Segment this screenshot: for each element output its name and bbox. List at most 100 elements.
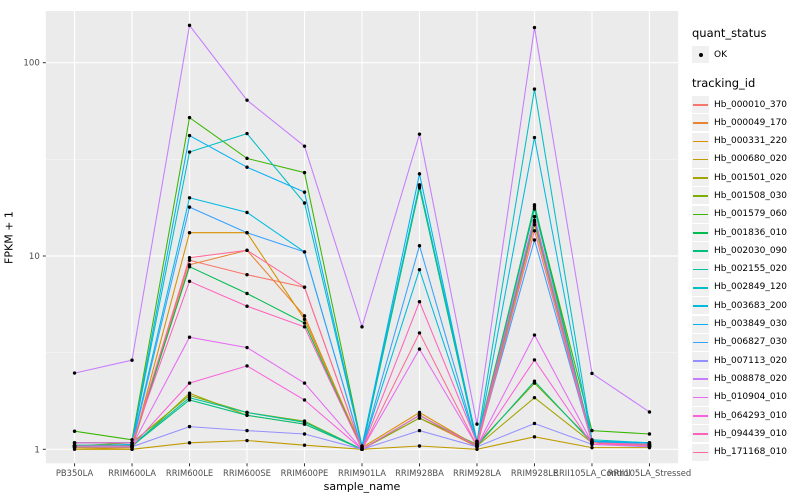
data-point [532,207,537,211]
data-point [532,395,537,400]
series-color-line [693,378,708,381]
data-point [417,416,422,420]
line-swatch-icon [692,260,709,278]
data-point [302,420,307,424]
legend-item-label: Hb_094439_010 [714,428,788,439]
data-point [72,441,77,445]
data-point [417,132,422,136]
x-tick-label: RRII105LA_Control [553,468,631,478]
quant-status-legend-title: quant_status [692,26,767,40]
data-point [187,441,192,445]
data-point [647,410,652,414]
data-point [187,115,192,120]
data-point [245,410,249,415]
series-color-line [693,158,708,161]
line-swatch-icon [692,443,709,461]
x-tick-label: RRIM600LA [108,468,156,478]
data-point [590,428,594,433]
data-point [360,445,364,449]
series-color-line [693,104,708,106]
data-point [245,248,249,253]
legend-item-label: Hb_003849_030 [714,319,788,330]
x-tick-label: RRIM600PE [281,468,329,478]
tracking-id-legend-item: Hb_000680_020 [692,150,798,168]
line-swatch-icon [692,205,709,223]
tracking-id-legend-item: Hb_001579_060 [692,205,798,223]
line-swatch-icon [692,150,709,168]
tracking-id-legend-item: Hb_002155_020 [692,260,798,278]
tracking-id-legend-item: Hb_001501_020 [692,169,798,187]
data-point [245,364,249,368]
data-point [532,223,537,227]
data-point [302,170,307,175]
data-point [302,190,307,194]
data-point [302,381,307,385]
line-swatch-icon [692,388,709,406]
data-point [302,398,307,402]
data-point [302,432,307,436]
data-point [245,428,249,433]
series-color-line [693,213,708,216]
data-point [245,156,249,161]
data-point [187,381,192,385]
series-color-line [693,433,708,435]
legend-item-label: OK [714,49,727,60]
tracking-id-legend-item: Hb_171168_010 [692,443,798,461]
data-point [475,444,479,448]
x-tick-label: RRIM928BA [395,468,444,478]
data-point [130,358,134,362]
legend-item-label: Hb_002849_120 [714,282,788,293]
y-tick-label: 10 [29,252,40,262]
data-point [417,300,422,304]
tracking-id-legend-item: Hb_008878_020 [692,370,798,388]
data-point [130,444,134,448]
series-color-line [693,195,708,198]
data-point [532,135,537,140]
data-point [302,250,307,254]
quant-status-legend-items: OK [692,46,798,63]
series-color-line [693,305,708,307]
line-swatch-icon [692,242,709,260]
series-color-line [693,177,708,179]
data-point [475,441,479,445]
line-swatch-icon [692,352,709,370]
data-point [187,133,192,138]
quant-status-legend-item: OK [692,46,798,63]
tracking-id-legend-item: Hb_001836_010 [692,224,798,242]
data-point [417,186,422,190]
series-color-line [693,268,708,271]
data-point [187,279,192,283]
data-point [532,421,537,426]
legend-item-label: Hb_007113_020 [714,355,788,366]
data-point [417,347,422,351]
line-swatch-icon [692,370,709,388]
series-color-line [693,140,708,143]
data-point [590,445,594,450]
data-point [245,438,249,443]
series-color-line [693,396,708,399]
legend-item-label: Hb_000010_370 [714,99,788,110]
data-point [187,205,192,209]
series-color-line [693,415,708,417]
data-point [417,331,422,335]
y-tick-label: 100 [23,59,39,69]
series-color-line [693,286,708,289]
data-point [417,183,422,187]
data-point [532,203,537,207]
data-point [130,441,134,445]
legend-item-label: Hb_000049_170 [714,117,788,128]
data-point [72,371,77,375]
data-point [187,335,192,339]
x-tick-label: RRIM928LA [453,468,501,478]
data-point [130,438,134,442]
tracking-id-legend-item: Hb_094439_010 [692,425,798,443]
data-point [187,255,192,260]
data-point [532,358,537,362]
data-point [647,444,652,448]
data-point [72,444,77,448]
tracking-id-legend-title: tracking_id [692,76,756,90]
data-point [72,429,77,433]
tracking-id-legend-item: Hb_002849_120 [692,278,798,296]
line-swatch-icon [692,96,709,113]
series-color-line [693,323,708,326]
